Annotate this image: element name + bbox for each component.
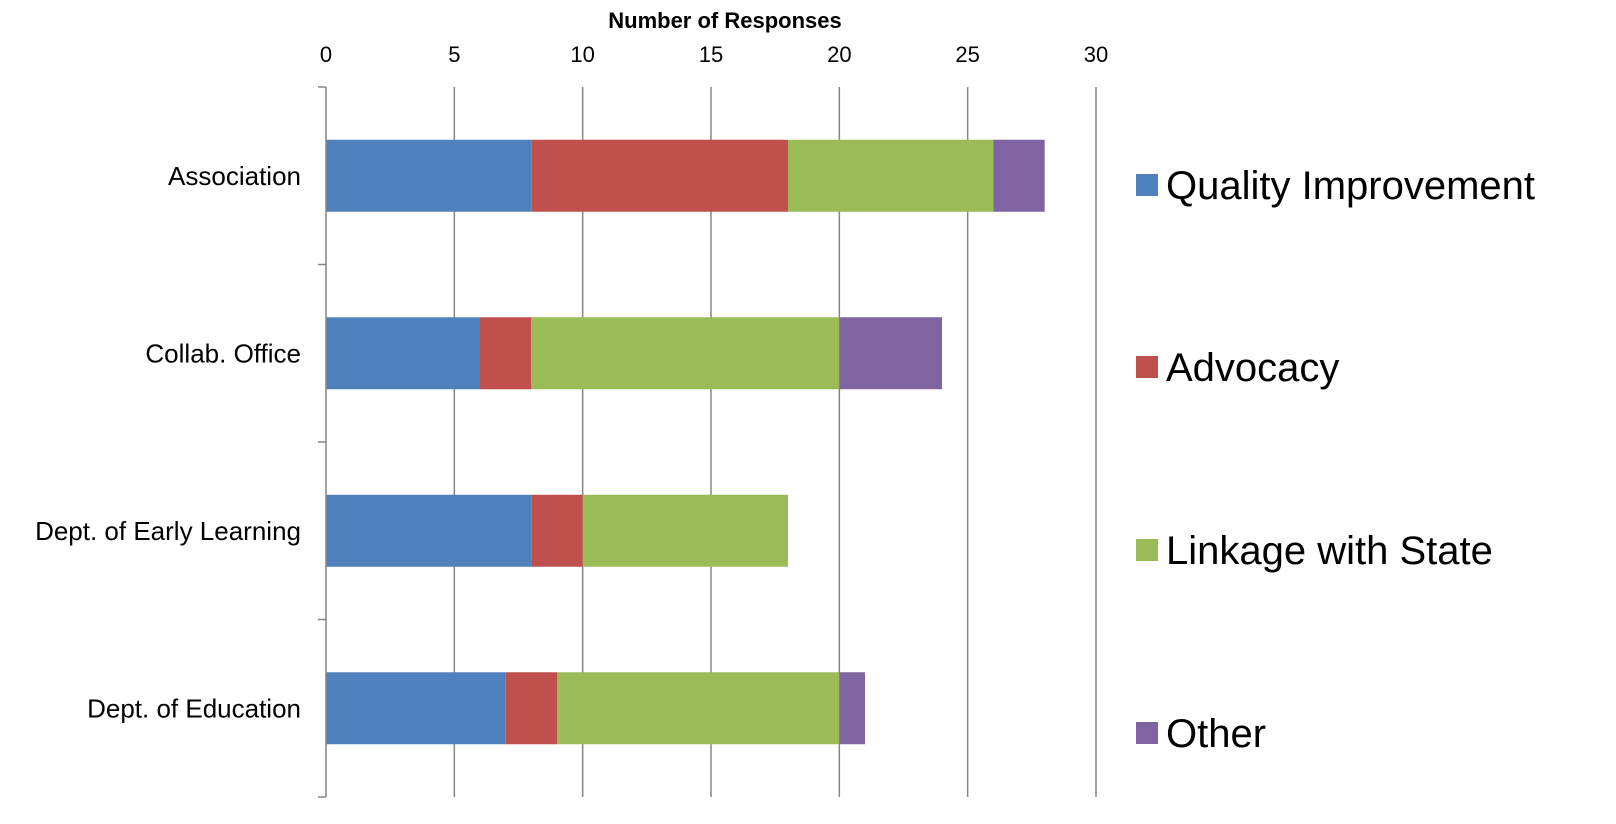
legend-label: Other xyxy=(1166,712,1266,756)
bar-segment xyxy=(531,139,788,212)
legend-swatch xyxy=(1136,539,1158,561)
x-tick-label: 30 xyxy=(1084,42,1108,67)
bar-segment xyxy=(582,494,788,567)
x-tick-label: 25 xyxy=(955,42,979,67)
bar-segment xyxy=(505,672,557,745)
bars xyxy=(326,139,1045,745)
x-tick-label: 10 xyxy=(570,42,594,67)
bar-segment xyxy=(531,494,583,567)
category-label: Association xyxy=(168,161,301,191)
legend-swatch xyxy=(1136,722,1158,744)
bar-segment xyxy=(993,139,1045,212)
x-tick-label: 15 xyxy=(699,42,723,67)
legend-label: Advocacy xyxy=(1166,346,1339,390)
axes: Number of Responses 0 5 10 15 20 25 30 Associat… xyxy=(35,8,1108,798)
legend-label: Quality Improvement xyxy=(1166,164,1535,208)
bar-segment xyxy=(531,317,840,390)
bar-segment xyxy=(326,494,532,567)
bar-segment xyxy=(839,672,865,745)
bar-segment xyxy=(788,139,994,212)
x-axis-title: Number of Responses xyxy=(608,8,842,33)
bar-segment xyxy=(326,317,480,390)
category-label: Dept. of Education xyxy=(87,693,301,723)
legend: Quality Improvement Advocacy Linkage with … xyxy=(1136,164,1535,756)
bar-segment xyxy=(326,139,532,212)
category-label: Collab. Office xyxy=(145,338,301,368)
legend-swatch xyxy=(1136,174,1158,196)
legend-label: Linkage with State xyxy=(1166,529,1493,573)
bar-segment xyxy=(557,672,840,745)
category-label: Dept. of Early Learning xyxy=(35,516,301,546)
bar-segment xyxy=(326,672,506,745)
x-tick-label: 20 xyxy=(827,42,851,67)
bar-segment xyxy=(839,317,942,390)
bar-segment xyxy=(480,317,532,390)
legend-swatch xyxy=(1136,356,1158,378)
x-tick-label: 0 xyxy=(320,42,332,67)
x-tick-label: 5 xyxy=(448,42,460,67)
